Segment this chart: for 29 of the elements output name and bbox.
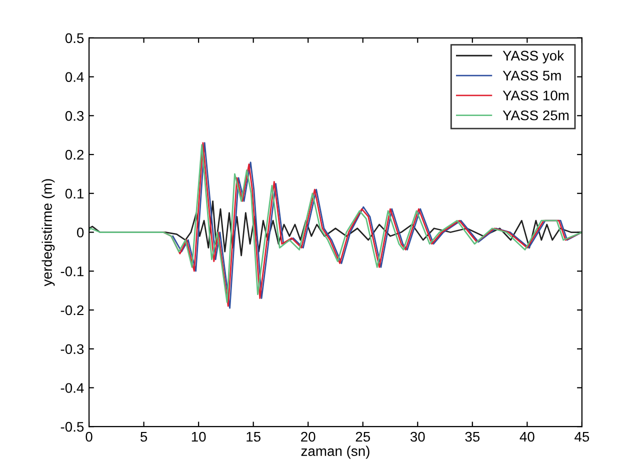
x-tick-label: 45 — [574, 432, 590, 442]
y-tick-label: -0.1 — [60, 266, 84, 276]
legend-label: YASS 25m — [502, 110, 569, 120]
x-tick-label: 5 — [140, 432, 148, 442]
y-tick-label: -0.4 — [60, 383, 84, 393]
x-tick-label: 20 — [301, 432, 316, 442]
line-series — [89, 200, 582, 256]
y-tick-label: 0.3 — [65, 110, 84, 121]
x-tick-label: 30 — [410, 432, 425, 442]
legend-label: YASS 5m — [502, 70, 561, 81]
line-series — [89, 144, 582, 303]
y-tick-label: -0.2 — [60, 305, 84, 316]
x-tick-label: 15 — [246, 432, 260, 442]
y-tick-label: 0.2 — [65, 150, 84, 160]
x-tick-label: 0 — [86, 432, 92, 442]
x-tick-label: 10 — [192, 432, 206, 442]
y-tick-label: 0.4 — [65, 72, 84, 82]
x-axis-title: zaman (sn) — [301, 446, 370, 459]
y-tick-label: 0 — [77, 228, 84, 238]
y-tick-label: 0.5 — [65, 33, 84, 44]
x-tick-label: 40 — [520, 432, 534, 442]
y-tick-label: -0.5 — [60, 422, 84, 432]
legend-label: YASS 10m — [502, 90, 569, 100]
x-tick-label: 25 — [356, 432, 370, 442]
y-axis-title: yerdegistirme (m) — [42, 179, 55, 286]
x-tick-label: 35 — [465, 432, 480, 442]
y-tick-label: 0.1 — [65, 188, 84, 199]
y-tick-label: -0.3 — [60, 344, 84, 354]
legend-label: YASS yok — [502, 50, 564, 64]
